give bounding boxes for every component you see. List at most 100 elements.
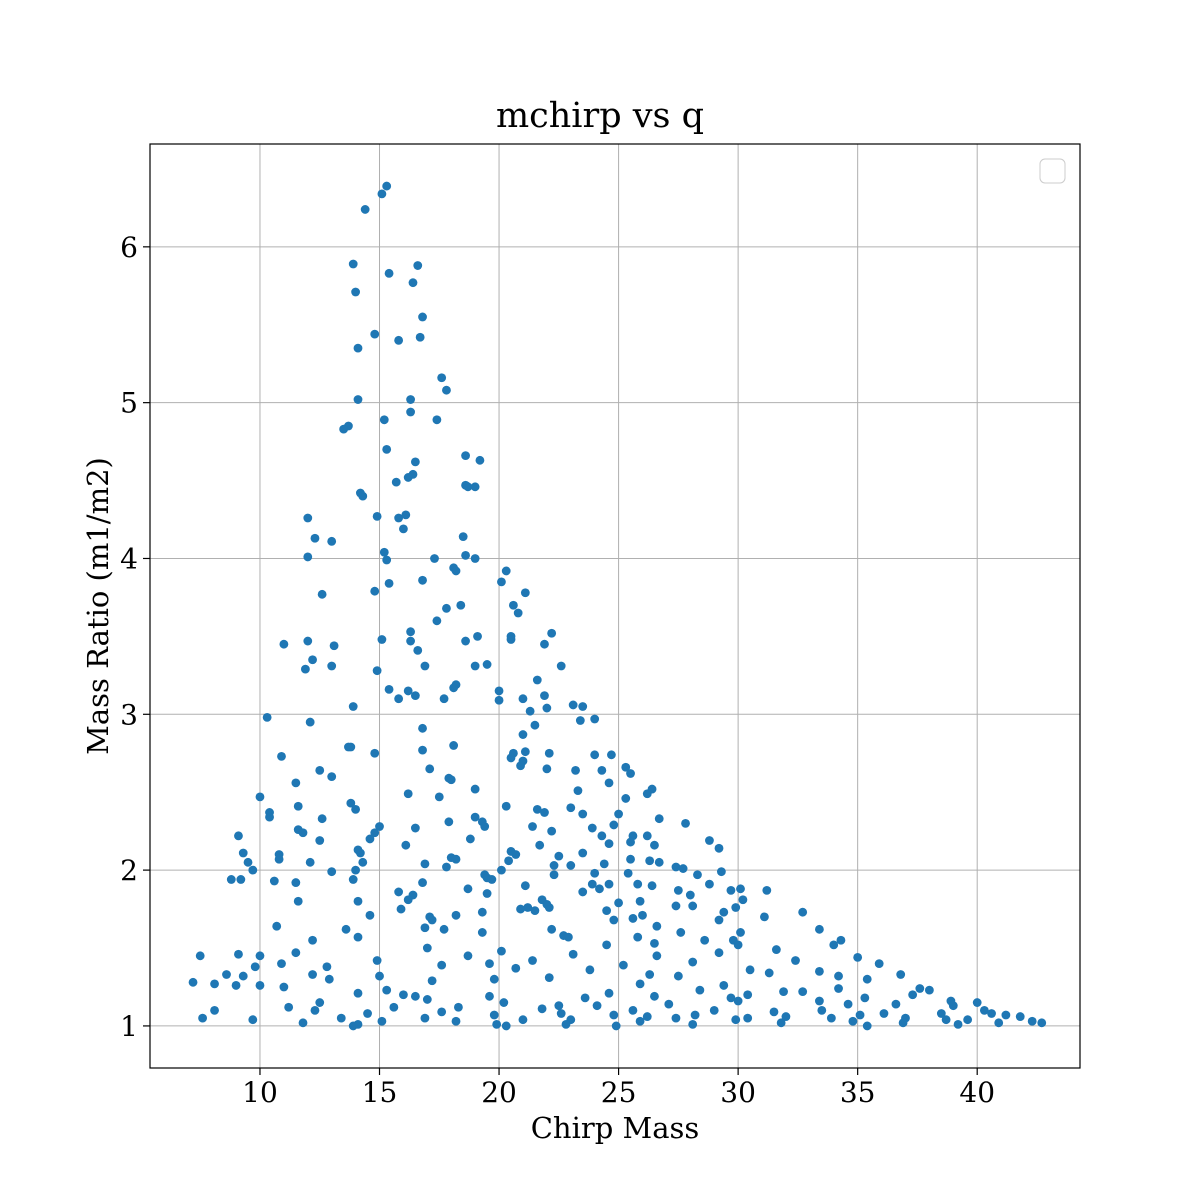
data-point (238, 848, 248, 858)
data-point (518, 730, 528, 739)
data-point (650, 938, 659, 948)
data-point (690, 1010, 700, 1020)
plot-frame (149, 143, 1081, 1069)
data-point (497, 946, 506, 956)
data-point (652, 921, 662, 931)
data-point (642, 831, 652, 841)
data-point (353, 932, 363, 942)
data-point (487, 875, 497, 884)
data-point (351, 804, 361, 814)
data-point (277, 751, 286, 761)
data-point (449, 741, 459, 750)
data-point (222, 970, 231, 979)
data-point (547, 826, 557, 836)
data-point (403, 686, 413, 696)
x-tick-label: 35 (840, 1076, 876, 1109)
data-point (578, 702, 588, 711)
data-point (210, 979, 219, 989)
data-point (346, 742, 356, 752)
data-point (587, 879, 597, 889)
data-point (700, 935, 710, 945)
data-point (394, 887, 404, 897)
data-point (353, 395, 363, 404)
data-point (434, 792, 444, 802)
data-point (528, 956, 537, 965)
data-point (542, 764, 552, 774)
data-point (573, 786, 583, 796)
data-point (355, 848, 365, 858)
data-point (329, 641, 339, 651)
data-point (652, 951, 662, 961)
data-point (236, 875, 246, 884)
data-point (688, 1019, 698, 1029)
data-point (226, 875, 236, 884)
data-point (382, 445, 392, 454)
data-point (580, 993, 590, 1003)
data-point (798, 987, 808, 997)
data-point (726, 885, 736, 895)
data-point (406, 627, 415, 637)
data-point (513, 608, 523, 618)
data-point (566, 803, 576, 813)
data-point (475, 455, 485, 465)
data-point (461, 451, 470, 461)
data-point (363, 1009, 372, 1018)
data-point (310, 1005, 320, 1015)
data-point (994, 1018, 1004, 1028)
data-point (470, 661, 480, 671)
data-point (315, 836, 325, 845)
data-point (293, 801, 303, 811)
data-point (418, 312, 427, 322)
data-point (310, 533, 320, 543)
data-point (685, 890, 695, 900)
data-point (427, 976, 437, 986)
data-point (946, 996, 956, 1006)
data-point (693, 870, 702, 880)
data-point (437, 960, 447, 970)
data-point (439, 924, 449, 934)
data-point (494, 686, 504, 696)
data-point (595, 884, 604, 894)
data-point (936, 1009, 946, 1018)
data-point (826, 1013, 836, 1023)
data-point (705, 836, 714, 845)
data-point (963, 1015, 973, 1025)
data-point (520, 588, 530, 598)
data-point (540, 639, 549, 649)
data-point (401, 510, 411, 520)
data-point (621, 794, 631, 803)
data-point (537, 1004, 547, 1014)
data-point (607, 750, 616, 760)
chart-title: mchirp vs q (496, 96, 704, 136)
data-point (470, 784, 480, 794)
data-point (1015, 1012, 1025, 1021)
data-point (298, 828, 308, 838)
x-axis-ticks: 10 15 20 25 30 35 40 (242, 1068, 995, 1109)
data-point (360, 205, 370, 214)
data-point (458, 532, 468, 542)
data-point (798, 907, 808, 917)
data-point (516, 904, 525, 914)
data-point (604, 839, 614, 849)
data-point (303, 552, 313, 562)
data-point (470, 554, 480, 563)
data-point (908, 990, 918, 1000)
data-point (372, 512, 382, 521)
x-tick-label: 10 (242, 1076, 278, 1109)
data-point (781, 1012, 791, 1021)
data-point (372, 666, 382, 676)
data-point (769, 1007, 779, 1017)
data-point (291, 948, 301, 958)
data-point (248, 865, 258, 875)
data-point (815, 924, 824, 934)
data-point (714, 843, 724, 853)
data-point (497, 577, 506, 587)
data-point (731, 1015, 741, 1025)
data-point (525, 706, 535, 716)
data-point (501, 566, 511, 576)
data-point (298, 1018, 308, 1028)
data-point (516, 761, 525, 771)
data-point (862, 974, 872, 984)
data-point (532, 675, 542, 685)
data-point (365, 834, 375, 844)
